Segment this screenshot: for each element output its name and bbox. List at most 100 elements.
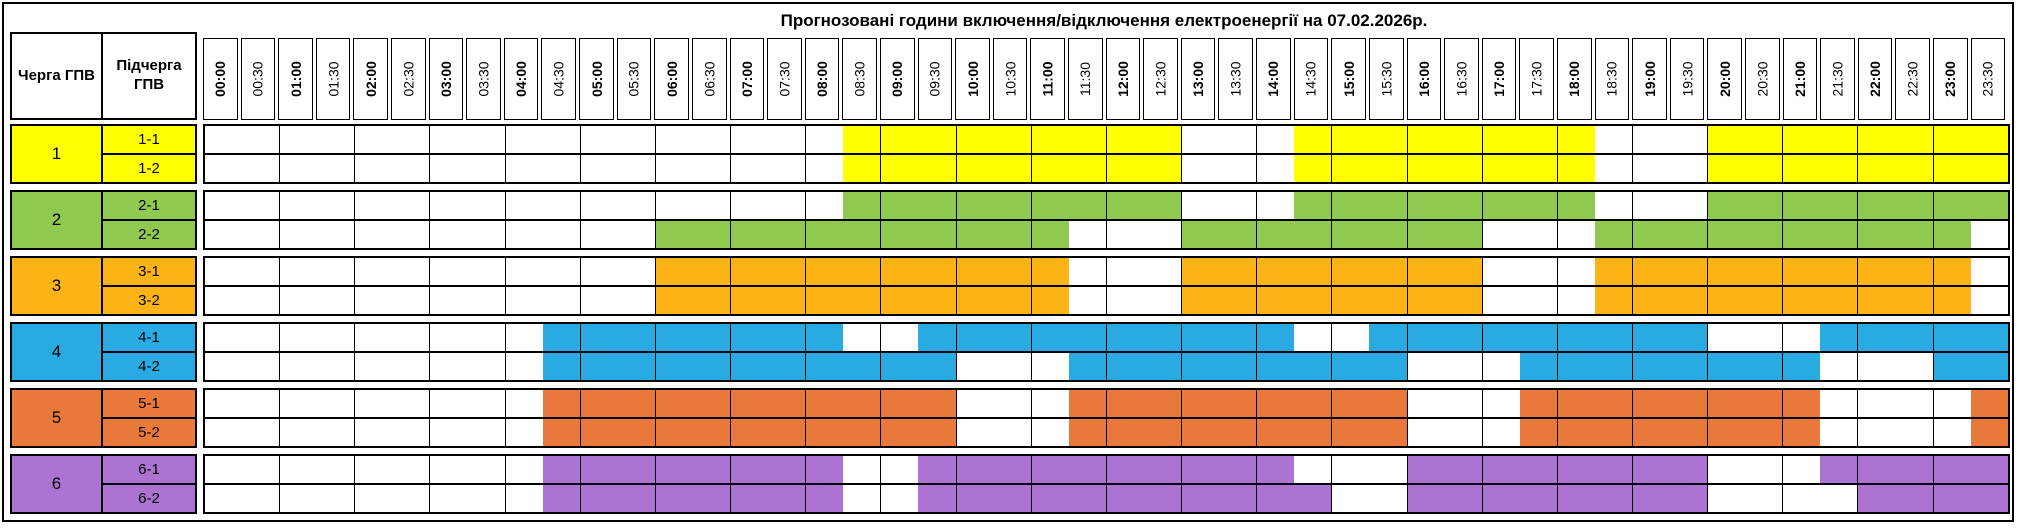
outage-slot [918, 390, 957, 417]
power-on-slot [317, 155, 356, 182]
outage-slot [1557, 390, 1595, 417]
time-slot-header: 10:30 [992, 38, 1028, 120]
power-on-slot [1407, 419, 1445, 446]
outage-slot [542, 419, 581, 446]
power-on-slot [392, 419, 431, 446]
outage-slot [1106, 456, 1144, 483]
outage-slot [956, 221, 994, 248]
power-on-slot [993, 353, 1032, 380]
outage-slot [956, 324, 994, 351]
power-on-slot [280, 456, 318, 483]
outage-slot [1670, 287, 1709, 314]
outage-slot [1219, 287, 1258, 314]
time-slot-header: 22:00 [1857, 38, 1893, 120]
power-on-slot [467, 126, 506, 153]
time-slot-header: 19:00 [1632, 38, 1667, 120]
power-on-slot [768, 126, 807, 153]
outage-slot [1708, 353, 1746, 380]
outage-slot [993, 287, 1032, 314]
outage-slot [1219, 221, 1258, 248]
outage-slot [956, 192, 994, 219]
outage-slot [1858, 287, 1896, 314]
outage-slot [1895, 126, 1934, 153]
power-on-slot [768, 192, 807, 219]
outage-slot [1407, 258, 1445, 285]
power-on-slot [655, 192, 694, 219]
outage-slot [693, 419, 732, 446]
time-slot-header: 12:30 [1143, 38, 1178, 120]
outage-slot [1933, 258, 1971, 285]
queue-column-header: Черга ГПВ [10, 32, 103, 120]
outage-slot [1068, 353, 1107, 380]
power-on-slot [1745, 456, 1784, 483]
power-on-slot [1858, 353, 1896, 380]
power-on-slot [242, 485, 281, 512]
outage-slot [1369, 324, 1408, 351]
power-on-slot [1820, 485, 1859, 512]
outage-slot [655, 353, 694, 380]
outage-slot [1970, 485, 2008, 512]
power-on-slot [956, 353, 994, 380]
outage-slot [1369, 258, 1408, 285]
time-slot-header: 16:30 [1444, 38, 1479, 120]
outage-slot [1783, 126, 1821, 153]
outage-slot [693, 353, 732, 380]
outage-slot [1182, 353, 1220, 380]
outage-slot [881, 353, 919, 380]
outage-slot [1557, 192, 1595, 219]
time-slot-header: 08:30 [842, 38, 877, 120]
power-on-slot [843, 456, 882, 483]
outage-slot [806, 390, 844, 417]
power-on-slot [392, 192, 431, 219]
power-on-slot [1594, 126, 1633, 153]
outage-slot [1106, 353, 1144, 380]
outage-slot [1031, 485, 1069, 512]
time-slot-header: 17:00 [1481, 38, 1517, 120]
time-slot-header: 14:00 [1256, 38, 1291, 120]
power-on-slot [1031, 419, 1069, 446]
power-on-slot [430, 221, 468, 248]
outage-slot [1708, 390, 1746, 417]
outage-slot [806, 419, 844, 446]
outage-slot [1632, 419, 1671, 446]
outage-slot [881, 221, 919, 248]
power-on-slot [655, 155, 694, 182]
outage-slot [1820, 287, 1859, 314]
power-on-slot [467, 419, 506, 446]
power-on-slot [430, 192, 468, 219]
outage-slot [1858, 221, 1896, 248]
power-on-slot [1745, 485, 1784, 512]
outage-slot [1068, 155, 1107, 182]
power-on-slot [205, 456, 243, 483]
outage-slot [1031, 126, 1069, 153]
queue-block: 4 4-1 4-2 [10, 322, 2010, 382]
outage-slot [843, 390, 882, 417]
power-on-slot [580, 287, 618, 314]
outage-slot [1182, 485, 1220, 512]
power-on-slot [1482, 258, 1520, 285]
power-on-slot [467, 287, 506, 314]
outage-slot [1594, 485, 1633, 512]
outage-slot [768, 353, 807, 380]
outage-slot [1257, 390, 1295, 417]
time-slot-header: 00:30 [240, 38, 276, 120]
time-slot-header: 03:30 [466, 38, 501, 120]
outage-slot [1482, 485, 1520, 512]
power-on-slot [1182, 126, 1220, 153]
queue-number-cell: 2 [12, 192, 103, 248]
outage-slot [881, 419, 919, 446]
power-on-slot [355, 390, 393, 417]
power-on-slot [1332, 456, 1370, 483]
outage-slot [1933, 221, 1971, 248]
power-on-slot [1332, 324, 1370, 351]
outage-slot [1444, 456, 1483, 483]
outage-slot [1294, 221, 1333, 248]
outage-slot [1294, 155, 1333, 182]
power-on-slot [505, 485, 543, 512]
power-on-slot [205, 126, 243, 153]
power-on-slot [1407, 353, 1445, 380]
outage-slot [693, 390, 732, 417]
power-on-slot [317, 390, 356, 417]
power-on-slot [1482, 419, 1520, 446]
outage-slot [693, 456, 732, 483]
